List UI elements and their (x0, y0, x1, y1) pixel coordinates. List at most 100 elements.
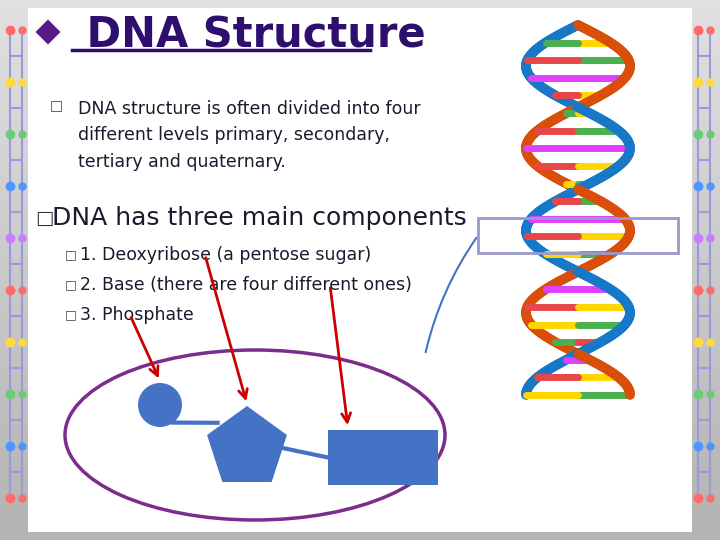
Bar (0, 351, 720, 352)
Text: 2. Base (there are four different ones): 2. Base (there are four different ones) (80, 276, 412, 294)
Bar (0, 276, 720, 277)
Bar (0, 82, 720, 83)
Bar (0, 44, 720, 45)
Bar (0, 365, 720, 366)
Bar (0, 9, 720, 10)
Bar (0, 374, 720, 375)
Bar (0, 225, 720, 226)
Bar (0, 357, 720, 358)
Bar (0, 282, 720, 283)
Bar (0, 307, 720, 308)
Bar (0, 2, 720, 3)
Bar (0, 342, 720, 343)
Bar (0, 136, 720, 137)
Bar (0, 317, 720, 318)
Bar (0, 426, 720, 427)
Bar (0, 259, 720, 260)
Bar (0, 231, 720, 232)
Bar (0, 35, 720, 36)
Bar (0, 287, 720, 288)
Bar (0, 485, 720, 486)
Bar (0, 65, 720, 66)
Bar (0, 378, 720, 379)
Bar (0, 458, 720, 459)
Text: DNA has three main components: DNA has three main components (52, 206, 467, 230)
Bar (0, 240, 720, 241)
Bar (0, 523, 720, 524)
Bar (0, 15, 720, 16)
Text: □: □ (65, 279, 77, 292)
Bar (0, 62, 720, 63)
Bar (0, 177, 720, 178)
Bar (0, 401, 720, 402)
Bar (0, 129, 720, 130)
Bar (0, 454, 720, 455)
Bar (0, 433, 720, 434)
Bar (0, 292, 720, 293)
Bar (0, 26, 720, 27)
Bar (0, 133, 720, 134)
Bar (328, 430, 438, 485)
Bar (0, 249, 720, 250)
Bar (0, 80, 720, 81)
Bar (0, 522, 720, 523)
Bar (0, 51, 720, 52)
Bar (0, 486, 720, 487)
Bar (0, 53, 720, 54)
Bar (0, 81, 720, 82)
Bar (0, 328, 720, 329)
Bar (0, 423, 720, 424)
Bar (0, 332, 720, 333)
Bar (0, 398, 720, 399)
Bar (0, 380, 720, 381)
Bar (0, 181, 720, 182)
Bar (0, 516, 720, 517)
Bar (0, 110, 720, 111)
Bar (0, 91, 720, 92)
Bar (0, 237, 720, 238)
Bar (0, 139, 720, 140)
Bar (0, 47, 720, 48)
Bar (0, 526, 720, 527)
Bar (0, 154, 720, 155)
Bar (0, 476, 720, 477)
Bar (0, 160, 720, 161)
Bar (0, 138, 720, 139)
Bar (0, 125, 720, 126)
Bar (0, 36, 720, 37)
Bar (0, 390, 720, 391)
Bar (0, 525, 720, 526)
Bar (0, 280, 720, 281)
Bar (0, 319, 720, 320)
Bar (0, 368, 720, 369)
Bar (0, 400, 720, 401)
Bar (0, 488, 720, 489)
Bar (0, 244, 720, 245)
Bar (0, 350, 720, 351)
Bar (0, 141, 720, 142)
Bar (0, 266, 720, 267)
Bar (0, 288, 720, 289)
Bar (0, 234, 720, 235)
Bar (0, 108, 720, 109)
Bar (0, 338, 720, 339)
Bar (0, 473, 720, 474)
Bar (0, 211, 720, 212)
Bar (0, 367, 720, 368)
Bar (0, 251, 720, 252)
Bar (0, 360, 720, 361)
Bar (0, 269, 720, 270)
Bar (0, 387, 720, 388)
Bar (0, 268, 720, 269)
Bar (0, 175, 720, 176)
Bar (0, 467, 720, 468)
Bar (0, 233, 720, 234)
Bar (0, 336, 720, 337)
Bar (0, 27, 720, 28)
Bar (0, 142, 720, 143)
Bar (0, 273, 720, 274)
Bar (0, 353, 720, 354)
Bar (0, 500, 720, 501)
Bar (0, 460, 720, 461)
Bar (0, 503, 720, 504)
